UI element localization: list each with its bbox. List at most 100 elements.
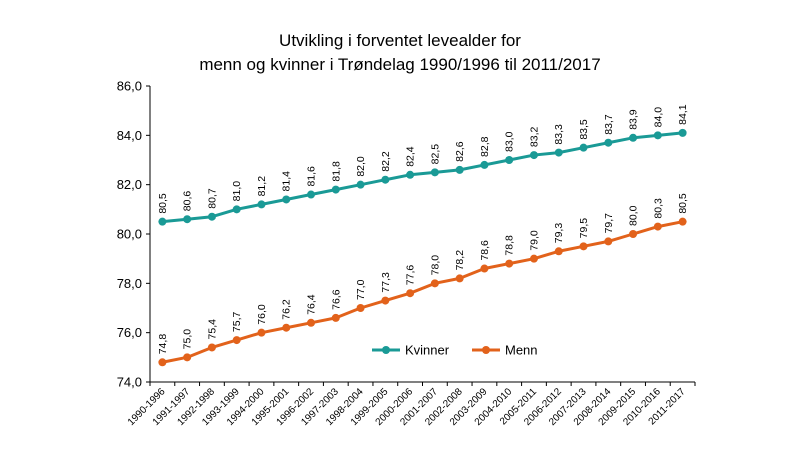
data-label: 77,0 xyxy=(355,279,367,300)
data-label: 79,0 xyxy=(528,230,540,251)
data-label: 78,6 xyxy=(479,240,491,261)
data-point xyxy=(505,259,514,268)
data-label: 78,2 xyxy=(454,250,466,271)
data-label: 82,2 xyxy=(380,151,392,172)
data-label: 76,0 xyxy=(256,304,268,325)
data-label: 83,5 xyxy=(578,119,590,140)
data-point xyxy=(356,304,365,312)
chart-legend: Kvinner Menn xyxy=(372,343,538,358)
data-label: 82,6 xyxy=(454,141,466,162)
data-point xyxy=(232,336,241,345)
data-point xyxy=(282,195,291,204)
data-point xyxy=(455,165,464,174)
data-point xyxy=(207,343,216,352)
data-label: 75,4 xyxy=(206,319,218,340)
data-point xyxy=(529,151,538,160)
data-label: 84,1 xyxy=(677,104,689,125)
series-line xyxy=(160,131,685,224)
data-label: 80,5 xyxy=(157,193,169,214)
data-label: 82,0 xyxy=(355,156,367,177)
data-point xyxy=(307,190,316,199)
legend-marker xyxy=(482,346,490,354)
y-tick-label: 82,0 xyxy=(117,177,142,192)
chart-series: 80,5 80,6 80,7 81,0 81,2 81,4 81,6 81,8 82,0 82,2… xyxy=(157,104,689,367)
data-label: 83,9 xyxy=(628,109,640,130)
data-label: 81,2 xyxy=(256,176,268,197)
data-point xyxy=(678,128,687,137)
legend-item-menn: Menn xyxy=(472,343,538,358)
y-tick-label: 74,0 xyxy=(117,375,142,390)
chart-title-line-1: Utvikling i forventet levealder for xyxy=(279,31,521,50)
data-point xyxy=(653,131,662,140)
data-label: 79,7 xyxy=(603,213,615,234)
data-label: 83,3 xyxy=(553,124,565,145)
data-label: 81,4 xyxy=(281,171,293,192)
data-label: 83,2 xyxy=(528,126,540,147)
data-point xyxy=(529,254,538,263)
data-label: 76,4 xyxy=(306,294,318,315)
data-label: 77,3 xyxy=(380,272,392,293)
series-menn: 74,8 75,0 75,4 75,7 76,0 76,2 76,4 76,6 77,0 77,3… xyxy=(157,193,689,367)
data-point xyxy=(158,358,167,367)
data-point xyxy=(678,217,687,226)
data-point xyxy=(183,353,192,362)
data-point xyxy=(381,175,390,184)
data-point xyxy=(307,318,316,327)
data-label: 78,8 xyxy=(504,235,516,256)
data-point xyxy=(505,156,514,164)
chart-title-line-2: menn og kvinner i Trøndelag 1990/1996 ti… xyxy=(199,55,600,74)
data-point xyxy=(406,170,415,179)
data-label: 81,8 xyxy=(330,161,342,182)
data-label: 80,7 xyxy=(206,188,218,209)
data-point xyxy=(356,180,365,189)
data-point xyxy=(232,205,241,214)
data-point xyxy=(158,217,167,226)
data-point xyxy=(604,237,613,246)
legend-marker xyxy=(382,346,390,354)
data-point xyxy=(207,212,216,221)
data-label: 80,5 xyxy=(677,193,689,214)
data-point xyxy=(183,215,192,224)
data-point xyxy=(629,133,638,142)
data-label: 76,2 xyxy=(281,299,293,320)
data-point xyxy=(257,200,266,209)
y-tick-label: 76,0 xyxy=(117,325,142,340)
data-point xyxy=(282,323,291,332)
data-label: 82,4 xyxy=(405,146,417,167)
data-point xyxy=(653,222,662,231)
data-label: 83,7 xyxy=(603,114,615,135)
data-label: 84,0 xyxy=(652,107,664,128)
y-tick-label: 84,0 xyxy=(117,128,142,143)
data-label: 74,8 xyxy=(157,334,169,355)
y-tick-label: 80,0 xyxy=(117,227,142,242)
data-label: 80,6 xyxy=(182,191,194,212)
data-label: 81,0 xyxy=(231,181,243,202)
data-label: 80,3 xyxy=(652,198,664,219)
data-point xyxy=(381,296,390,305)
data-point xyxy=(331,185,340,194)
data-point xyxy=(430,168,439,177)
legend-label: Menn xyxy=(505,343,538,358)
data-label: 82,5 xyxy=(429,144,441,165)
data-point xyxy=(604,138,613,147)
legend-label: Kvinner xyxy=(405,343,450,358)
data-point xyxy=(579,143,588,152)
data-point xyxy=(554,148,563,157)
data-point xyxy=(579,242,588,251)
data-label: 81,6 xyxy=(306,166,318,187)
legend-item-kvinner: Kvinner xyxy=(372,343,450,358)
data-point xyxy=(406,289,415,298)
data-point xyxy=(257,328,266,337)
data-label: 79,5 xyxy=(578,218,590,239)
data-label: 76,6 xyxy=(330,289,342,310)
data-point xyxy=(430,279,439,288)
y-tick-label: 78,0 xyxy=(117,276,142,291)
data-point xyxy=(480,160,489,169)
data-label: 83,0 xyxy=(504,131,516,152)
series-kvinner: 80,5 80,6 80,7 81,0 81,2 81,4 81,6 81,8 82,0 82,2… xyxy=(157,104,689,226)
data-label: 77,6 xyxy=(405,265,417,286)
data-point xyxy=(455,274,464,283)
data-label: 78,0 xyxy=(429,255,441,276)
series-line xyxy=(160,220,685,364)
